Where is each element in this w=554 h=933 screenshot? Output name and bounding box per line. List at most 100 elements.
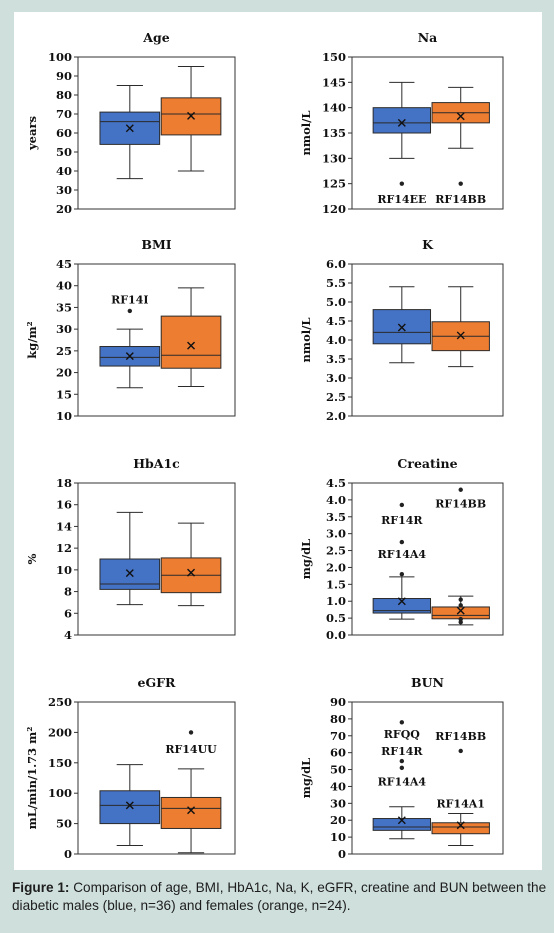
outlier-point bbox=[458, 616, 463, 622]
y-tick-label: 145 bbox=[322, 75, 346, 89]
box-female bbox=[160, 66, 222, 172]
iqr-box bbox=[99, 790, 161, 825]
y-tick-label: 120 bbox=[322, 202, 346, 216]
mean-marker bbox=[187, 568, 196, 577]
y-tick-label: 0 bbox=[64, 847, 72, 861]
box-female bbox=[431, 748, 490, 847]
y-tick-label: 5.0 bbox=[326, 295, 346, 309]
mean-marker bbox=[456, 821, 465, 830]
outlier-point bbox=[127, 308, 133, 314]
y-tick-label: 135 bbox=[322, 126, 346, 140]
y-tick-label: 50 bbox=[56, 817, 72, 831]
y-tick-label: 2.0 bbox=[326, 409, 346, 423]
chart-title: Creatine bbox=[397, 456, 457, 471]
mean-marker bbox=[125, 352, 134, 361]
chart-egfr: eGFR 0 50 100 150 200 250 mL/min/1.73 m² RF14UU bbox=[25, 675, 236, 861]
y-tick-label: 10 bbox=[56, 409, 72, 423]
y-tick-label: 60 bbox=[330, 746, 346, 760]
plot-frame bbox=[77, 701, 236, 855]
outlier-label: RF14R bbox=[381, 514, 423, 527]
y-tick-label: 50 bbox=[56, 145, 72, 159]
y-tick-label: 70 bbox=[56, 107, 72, 121]
caption-label: Figure 1: bbox=[12, 880, 70, 895]
mean-marker bbox=[397, 118, 406, 127]
plot-frame bbox=[351, 482, 504, 636]
y-tick-label: 140 bbox=[322, 101, 346, 115]
y-tick-label: 125 bbox=[322, 177, 346, 191]
y-tick-label: 3.0 bbox=[326, 527, 346, 541]
chart-title: Age bbox=[142, 30, 169, 45]
mean-marker bbox=[397, 816, 406, 825]
outlier-point bbox=[458, 487, 463, 492]
y-axis-label: nmol/L bbox=[299, 318, 313, 363]
y-tick-label: 30 bbox=[56, 183, 72, 197]
outlier-point bbox=[458, 181, 463, 186]
iqr-box bbox=[431, 822, 490, 835]
iqr-box bbox=[160, 796, 222, 829]
y-tick-label: 200 bbox=[48, 725, 72, 739]
outlier-point bbox=[399, 181, 405, 186]
outlier-label: RF14BB bbox=[435, 497, 486, 510]
y-tick-label: 15 bbox=[56, 387, 72, 401]
iqr-box bbox=[160, 315, 222, 369]
y-tick-label: 35 bbox=[56, 300, 72, 314]
y-tick-label: 150 bbox=[48, 756, 72, 770]
y-tick-label: 8 bbox=[64, 585, 72, 599]
figure-background bbox=[14, 12, 542, 870]
iqr-box bbox=[372, 818, 432, 831]
chart-age: Age 20 30 40 50 60 70 80 90 100 years bbox=[25, 30, 236, 216]
outlier-point bbox=[458, 619, 463, 625]
y-tick-label: 20 bbox=[56, 202, 72, 216]
mean-marker bbox=[187, 806, 196, 815]
y-axis-label: mg/dL bbox=[299, 758, 313, 799]
y-tick-label: 80 bbox=[56, 88, 72, 102]
outlier-point bbox=[399, 502, 405, 508]
outlier-label: RF14BB bbox=[435, 193, 486, 206]
box-male bbox=[372, 720, 432, 840]
y-tick-label: 4.0 bbox=[326, 493, 346, 507]
chart-hba1c: HbA1c 4 6 8 10 12 14 16 18% bbox=[25, 456, 236, 642]
mean-marker bbox=[397, 597, 406, 606]
outlier-label: RF14UU bbox=[165, 743, 217, 756]
y-tick-label: 6 bbox=[64, 606, 72, 620]
mean-marker bbox=[187, 111, 196, 120]
outlier-label: RF14I bbox=[111, 294, 148, 307]
y-axis-label: mL/min/1.73 m² bbox=[25, 727, 39, 830]
caption-text: Comparison of age, BMI, HbA1c, Na, K, eG… bbox=[12, 880, 547, 913]
iqr-box bbox=[372, 598, 432, 614]
iqr-box bbox=[99, 558, 161, 590]
y-tick-label: 18 bbox=[56, 476, 72, 490]
chart-bun: BUN 0 10 20 30 40 50 60 70 80 90 mg/dL RFQQ RF14R RF14… bbox=[299, 675, 504, 861]
y-tick-label: 2.5 bbox=[326, 544, 346, 558]
box-female bbox=[431, 487, 490, 626]
y-tick-label: 3.5 bbox=[326, 510, 346, 524]
chart-title: BUN bbox=[411, 675, 444, 690]
box-male bbox=[99, 85, 161, 180]
y-tick-label: 0.0 bbox=[326, 628, 346, 642]
outlier-label: RFQQ bbox=[384, 728, 421, 741]
y-axis-label: years bbox=[25, 116, 39, 151]
outlier-point bbox=[188, 730, 194, 735]
chart-title: Na bbox=[418, 30, 438, 45]
y-tick-label: 3.0 bbox=[326, 371, 346, 385]
box-female bbox=[431, 86, 490, 186]
outlier-point bbox=[399, 758, 405, 764]
chart-creatine: Creatine 0.0 0.5 1.0 1.5 2.0 2.5 3.0 3.5 4.0 4.5 mg… bbox=[299, 456, 504, 642]
y-tick-label: 30 bbox=[56, 322, 72, 336]
y-tick-label: 12 bbox=[56, 541, 72, 555]
y-tick-label: 2.0 bbox=[326, 560, 346, 574]
y-tick-label: 45 bbox=[56, 257, 72, 271]
outlier-label: RF14EE bbox=[377, 193, 426, 206]
chart-k: K 2.0 2.5 3.0 3.5 4.0 4.5 5.0 5.5 6.0 nmol/L bbox=[299, 237, 504, 423]
y-tick-label: 25 bbox=[56, 344, 72, 358]
outlier-label: RF14A4 bbox=[378, 548, 427, 561]
y-tick-label: 10 bbox=[330, 830, 346, 844]
mean-marker bbox=[456, 606, 465, 615]
y-axis-label: mg/dL bbox=[299, 539, 313, 580]
y-tick-label: 10 bbox=[56, 563, 72, 577]
y-tick-label: 14 bbox=[56, 519, 72, 533]
y-tick-label: 1.0 bbox=[326, 594, 346, 608]
y-tick-label: 20 bbox=[330, 813, 346, 827]
